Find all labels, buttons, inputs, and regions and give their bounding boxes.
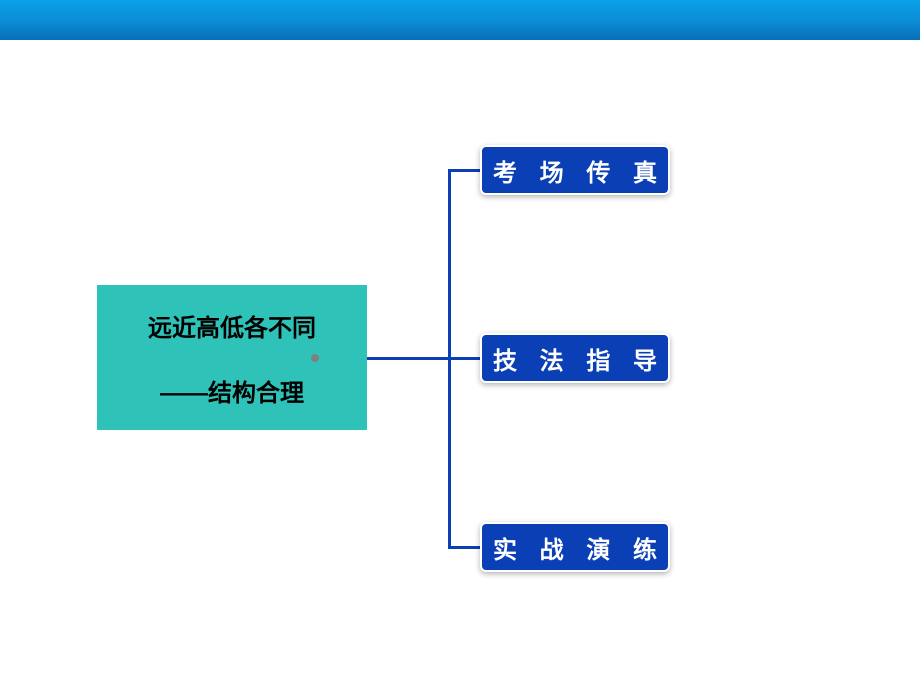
connector-stub-0 <box>448 169 480 172</box>
main-area: 远近高低各不同 ——结构合理 考 场 传 真 技 法 指 导 实 战 演 练 <box>0 40 920 690</box>
top-banner <box>0 0 920 40</box>
root-node: 远近高低各不同 ——结构合理 <box>97 285 367 430</box>
connector-stub-1 <box>448 357 480 360</box>
branch-node-1[interactable]: 技 法 指 导 <box>480 333 670 383</box>
page-indicator-dot <box>311 354 319 362</box>
branch-label-2: 实 战 演 练 <box>493 530 665 565</box>
branch-node-0[interactable]: 考 场 传 真 <box>480 145 670 195</box>
connector-stub-2 <box>448 546 480 549</box>
root-title-line1: 远近高低各不同 <box>148 308 316 343</box>
root-title-line2: ——结构合理 <box>160 373 304 408</box>
connector-trunk <box>367 357 451 360</box>
branch-label-1: 技 法 指 导 <box>493 341 665 376</box>
branch-node-2[interactable]: 实 战 演 练 <box>480 522 670 572</box>
branch-label-0: 考 场 传 真 <box>493 153 665 188</box>
